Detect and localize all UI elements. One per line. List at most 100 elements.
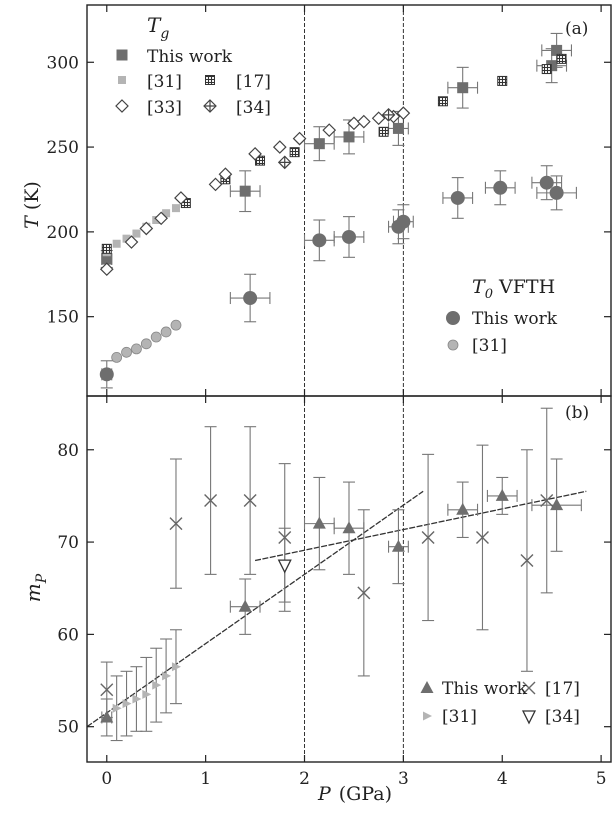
point-a-s1 bbox=[112, 239, 121, 248]
legend-t0-thiswork-label: This work bbox=[472, 309, 558, 329]
point-b-s2 bbox=[421, 530, 435, 544]
point-a-s3 bbox=[139, 221, 154, 236]
point-a-s2 bbox=[556, 53, 567, 64]
legend-t0-31-marker bbox=[447, 339, 459, 351]
point-a-s5 bbox=[99, 367, 114, 382]
error-bars bbox=[100, 32, 582, 742]
x-tick-label: 1 bbox=[200, 769, 211, 789]
point-a-s3 bbox=[272, 140, 287, 154]
point-b-s2 bbox=[475, 530, 489, 544]
point-a-s3 bbox=[208, 177, 223, 192]
panel-b-ytick-label: 60 bbox=[57, 625, 79, 645]
point-b-s0 bbox=[456, 502, 470, 515]
point-a-s5 bbox=[549, 185, 564, 200]
panel-b-ylabel: mP bbox=[21, 573, 50, 602]
legend-mp-34-label: [34] bbox=[545, 707, 580, 727]
point-b-s2 bbox=[540, 494, 554, 508]
legend-t0 bbox=[446, 311, 460, 351]
point-a-s6 bbox=[111, 351, 123, 363]
legend-mp-17-label: [17] bbox=[545, 679, 580, 699]
point-a-s1 bbox=[162, 209, 171, 218]
point-b-s1 bbox=[132, 694, 142, 704]
legend-tg-33-label: [33] bbox=[147, 98, 182, 118]
panel-a-ylabel: T(K) bbox=[21, 181, 43, 229]
panel-a-ytick-label: 200 bbox=[47, 223, 79, 243]
panel-b-ytick-label: 70 bbox=[57, 533, 79, 553]
legend-t0-title: T0 VFTH bbox=[472, 276, 555, 302]
point-a-s5 bbox=[396, 214, 411, 229]
point-a-s6 bbox=[140, 338, 152, 350]
legend-tg-34-marker bbox=[203, 99, 217, 113]
panel-a-ytick-label: 150 bbox=[47, 308, 79, 328]
point-b-s1 bbox=[112, 703, 122, 713]
point-a-s5 bbox=[539, 175, 554, 190]
point-b-s0 bbox=[100, 710, 114, 723]
point-a-s5 bbox=[450, 190, 465, 205]
point-b-s1 bbox=[171, 662, 181, 672]
point-b-s0 bbox=[495, 488, 509, 501]
point-a-s0 bbox=[239, 185, 251, 197]
point-a-s5 bbox=[342, 229, 356, 244]
point-a-s0 bbox=[313, 138, 325, 150]
legend-mp-34-marker bbox=[521, 710, 537, 725]
point-b-s0 bbox=[238, 599, 252, 612]
legend-tg-title: Tg bbox=[147, 13, 169, 42]
point-a-s1 bbox=[132, 229, 141, 238]
point-a-s3 bbox=[371, 111, 386, 126]
point-a-s3 bbox=[124, 235, 139, 249]
point-a-s0 bbox=[457, 82, 469, 94]
fit-lines bbox=[86, 490, 587, 728]
legend-tg-34-label: [34] bbox=[236, 98, 271, 118]
axes-frame bbox=[86, 4, 612, 763]
legend-tg-thiswork-label: This work bbox=[147, 47, 233, 67]
point-a-s5 bbox=[243, 291, 258, 306]
point-a-s6 bbox=[131, 343, 142, 355]
legend-mp-thiswork-marker bbox=[420, 681, 434, 693]
point-b-s0 bbox=[312, 516, 326, 529]
panel-b-ytick-label: 50 bbox=[57, 718, 79, 738]
legend-tg bbox=[115, 49, 217, 113]
point-a-s4 bbox=[381, 108, 396, 122]
point-b-s2 bbox=[169, 517, 183, 531]
point-a-s2 bbox=[437, 96, 448, 107]
point-a-s2 bbox=[289, 147, 300, 158]
point-a-s2 bbox=[101, 243, 112, 254]
fit-line bbox=[86, 490, 424, 728]
point-a-s0 bbox=[392, 122, 404, 134]
legend-tg-33-marker bbox=[115, 99, 129, 113]
point-a-s3 bbox=[248, 147, 262, 161]
point-a-s6 bbox=[160, 326, 172, 338]
point-b-s2 bbox=[357, 586, 371, 600]
point-a-s3 bbox=[356, 114, 371, 129]
legend-tg-17-label: [17] bbox=[236, 72, 271, 92]
point-a-s2 bbox=[541, 64, 552, 75]
point-a-s3 bbox=[154, 211, 168, 226]
point-b-s0 bbox=[391, 539, 405, 552]
point-b-s2 bbox=[278, 530, 292, 544]
point-a-s3 bbox=[396, 106, 411, 121]
point-b-s2 bbox=[243, 494, 257, 508]
point-a-s3 bbox=[322, 123, 337, 137]
legend-mp bbox=[420, 681, 537, 725]
legend-tg-17-marker bbox=[205, 75, 215, 85]
point-b-s2 bbox=[100, 683, 114, 697]
panel-a-ytick-label: 250 bbox=[47, 138, 79, 158]
point-a-s5 bbox=[312, 233, 327, 248]
point-b-s1 bbox=[152, 680, 162, 690]
data-points bbox=[99, 44, 567, 723]
point-a-s3 bbox=[292, 131, 307, 146]
reference-lines bbox=[304, 5, 404, 762]
panel-b-label: (b) bbox=[565, 403, 589, 423]
panel-a-ytick-label: 300 bbox=[47, 53, 79, 73]
legend-t0-31-label: [31] bbox=[472, 336, 507, 356]
legend-t0-thiswork-marker bbox=[446, 311, 460, 325]
point-a-s0 bbox=[343, 131, 355, 143]
point-a-s5 bbox=[493, 180, 508, 195]
point-a-s0 bbox=[101, 253, 113, 265]
panel-a-label: (a) bbox=[565, 19, 588, 39]
legend-tg-31-marker bbox=[118, 76, 126, 84]
point-b-s2 bbox=[520, 554, 534, 568]
point-b-s0 bbox=[342, 521, 356, 534]
legend-mp-31-marker bbox=[423, 711, 432, 721]
